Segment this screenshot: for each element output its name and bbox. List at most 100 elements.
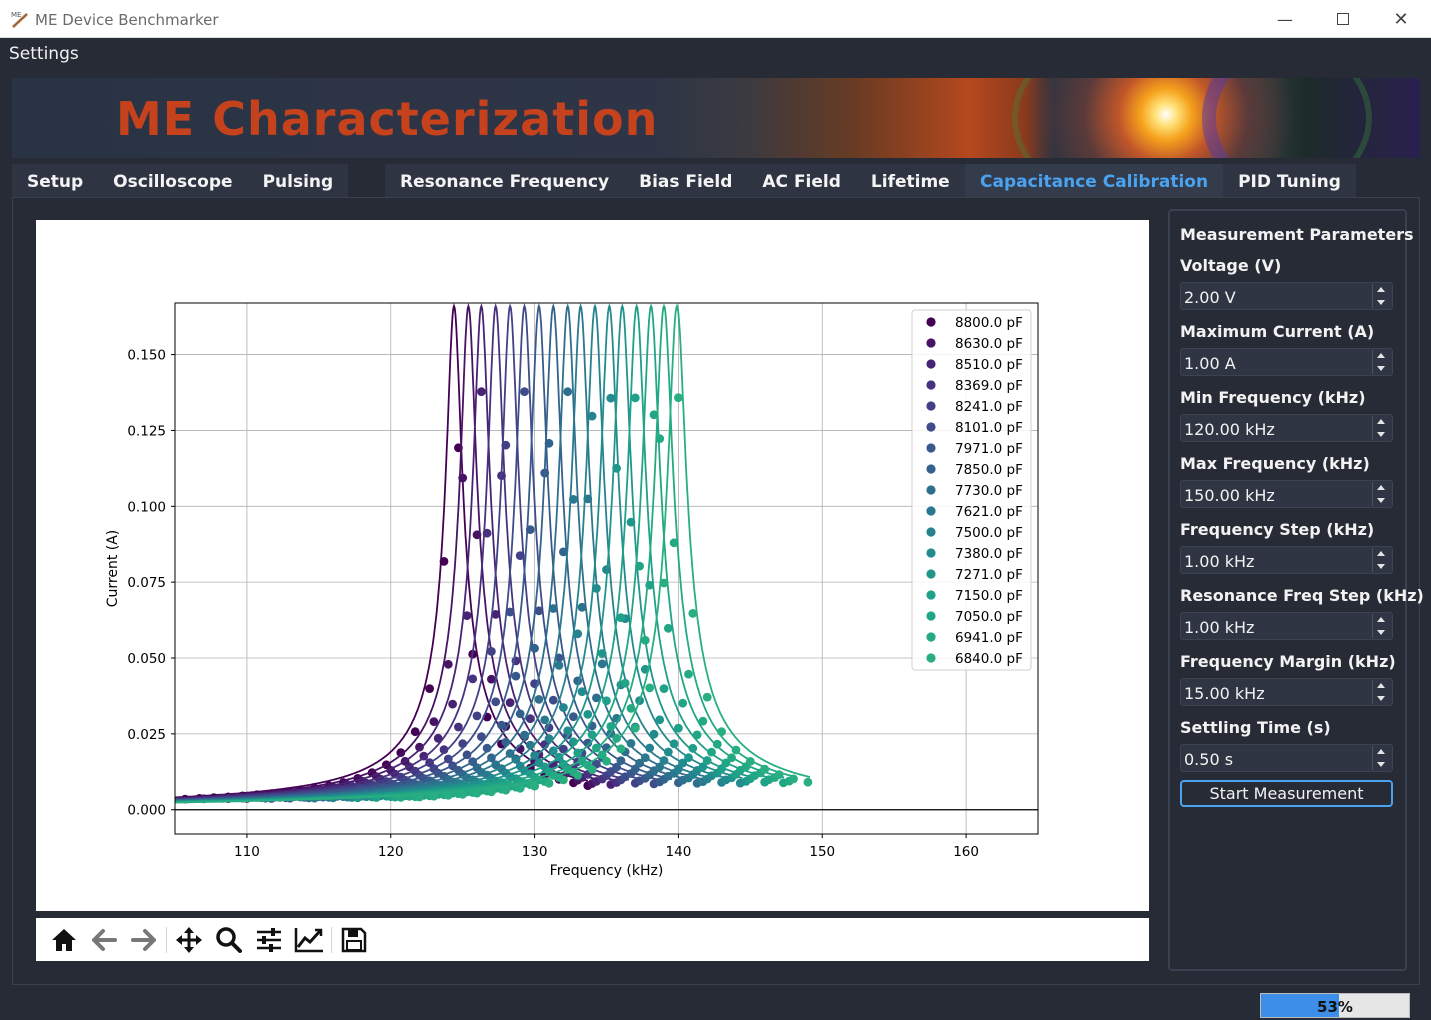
data-point [712, 739, 722, 749]
legend-entry: 7730.0 pF [955, 483, 1023, 499]
tab-pid-tuning[interactable]: PID Tuning [1238, 172, 1341, 192]
tab-lifetime[interactable]: Lifetime [870, 172, 950, 192]
spin-arrows[interactable] [1372, 614, 1390, 638]
forward-button[interactable] [124, 920, 164, 960]
frequency-step-spinbox[interactable]: 1.00 kHz [1180, 546, 1393, 574]
pan-button[interactable] [169, 920, 209, 960]
spin-up-icon[interactable] [1377, 551, 1385, 556]
spin-down-icon[interactable] [1377, 564, 1385, 569]
data-point [620, 678, 630, 688]
max-current-spinbox[interactable]: 1.00 A [1180, 348, 1393, 376]
spin-arrows[interactable] [1372, 284, 1390, 308]
legend-entry: 7500.0 pF [955, 525, 1023, 541]
spin-arrows[interactable] [1372, 680, 1390, 704]
data-point [702, 692, 712, 702]
spin-down-icon[interactable] [1377, 762, 1385, 767]
data-point [684, 753, 693, 763]
data-point [684, 669, 693, 679]
max-frequency-value: 150.00 kHz [1184, 486, 1275, 505]
spin-up-icon[interactable] [1377, 683, 1385, 688]
frequency-step-value: 1.00 kHz [1184, 552, 1255, 571]
home-button[interactable] [44, 920, 84, 960]
zoom-button[interactable] [209, 920, 249, 960]
spin-down-icon[interactable] [1377, 696, 1385, 701]
y-tick-label: 0.150 [127, 348, 166, 364]
data-point [548, 604, 558, 613]
save-button[interactable] [334, 920, 374, 960]
data-point [505, 698, 515, 707]
spin-down-icon[interactable] [1377, 498, 1385, 503]
edit-axis-icon [294, 927, 323, 952]
data-point [612, 762, 621, 772]
minimize-button[interactable]: — [1256, 0, 1314, 38]
plot-canvas[interactable]: 110 120 130 140 150 160 0.000 0.025 0.050 0.075 0.… [36, 220, 1149, 911]
start-measurement-button[interactable]: Start Measurement [1180, 780, 1393, 807]
spin-down-icon[interactable] [1377, 630, 1385, 635]
spin-arrows[interactable] [1372, 416, 1390, 440]
tab-resonance-frequency[interactable]: Resonance Frequency [400, 172, 610, 192]
spin-arrows[interactable] [1372, 746, 1390, 770]
pan-icon [176, 926, 202, 953]
data-point [443, 790, 453, 800]
spin-up-icon[interactable] [1377, 287, 1385, 292]
data-point [659, 578, 669, 588]
data-point [669, 739, 679, 749]
settling-time-spinbox[interactable]: 0.50 s [1180, 744, 1393, 772]
voltage-label: Voltage (V) [1180, 256, 1282, 275]
data-point [544, 778, 554, 788]
max-frequency-spinbox[interactable]: 150.00 kHz [1180, 480, 1393, 508]
spin-up-icon[interactable] [1377, 353, 1385, 358]
edit-axis-button[interactable] [289, 920, 329, 960]
fit-curve [175, 303, 701, 802]
spin-up-icon[interactable] [1377, 749, 1385, 754]
data-point [717, 727, 726, 737]
data-point [515, 551, 525, 560]
min-frequency-spinbox[interactable]: 120.00 kHz [1180, 414, 1393, 442]
frequency-margin-spinbox[interactable]: 15.00 kHz [1180, 678, 1393, 706]
tab-ac-field[interactable]: AC Field [762, 172, 841, 192]
resonance-freq-step-spinbox[interactable]: 1.00 kHz [1180, 612, 1393, 640]
spin-down-icon[interactable] [1377, 300, 1385, 305]
max-frequency-label: Max Frequency (kHz) [1180, 454, 1370, 473]
spin-up-icon[interactable] [1377, 485, 1385, 490]
tab-setup[interactable]: Setup [27, 172, 84, 192]
y-tick-label: 0.125 [127, 423, 166, 439]
menu-settings[interactable]: Settings [9, 44, 79, 64]
spin-arrows[interactable] [1372, 350, 1390, 374]
voltage-spinbox[interactable]: 2.00 V [1180, 282, 1393, 310]
spin-up-icon[interactable] [1377, 617, 1385, 622]
x-tick-label: 140 [666, 844, 692, 860]
spin-arrows[interactable] [1372, 548, 1390, 572]
spin-down-icon[interactable] [1377, 366, 1385, 371]
tab-oscilloscope[interactable]: Oscilloscope [113, 172, 233, 192]
data-point [655, 434, 665, 443]
back-button[interactable] [84, 920, 124, 960]
data-point [612, 463, 621, 473]
tab-capacitance-calibration[interactable]: Capacitance Calibration [965, 164, 1224, 197]
legend-entry: 7850.0 pF [955, 462, 1023, 478]
max-current-label: Maximum Current (A) [1180, 322, 1375, 341]
legend-marker [926, 338, 936, 348]
data-point [530, 781, 539, 791]
data-point [626, 517, 636, 527]
data-point [554, 661, 564, 670]
data-point [663, 747, 673, 757]
minimize-icon: — [1277, 9, 1293, 29]
configure-subplots-button[interactable] [249, 920, 289, 960]
tab-pulsing[interactable]: Pulsing [262, 172, 334, 192]
tab-bias-field[interactable]: Bias Field [639, 172, 733, 192]
data-point [573, 629, 583, 639]
close-button[interactable]: ✕ [1372, 0, 1430, 38]
maximize-button[interactable] [1314, 0, 1372, 38]
data-point [501, 440, 511, 450]
data-point [606, 393, 616, 403]
legend-marker [926, 422, 936, 432]
data-point [548, 695, 558, 705]
spin-up-icon[interactable] [1377, 419, 1385, 424]
spin-arrows[interactable] [1372, 482, 1390, 506]
data-point [688, 743, 698, 753]
data-point [655, 715, 665, 725]
spin-down-icon[interactable] [1377, 432, 1385, 437]
axes-frame [174, 302, 1039, 835]
data-point [674, 393, 683, 403]
